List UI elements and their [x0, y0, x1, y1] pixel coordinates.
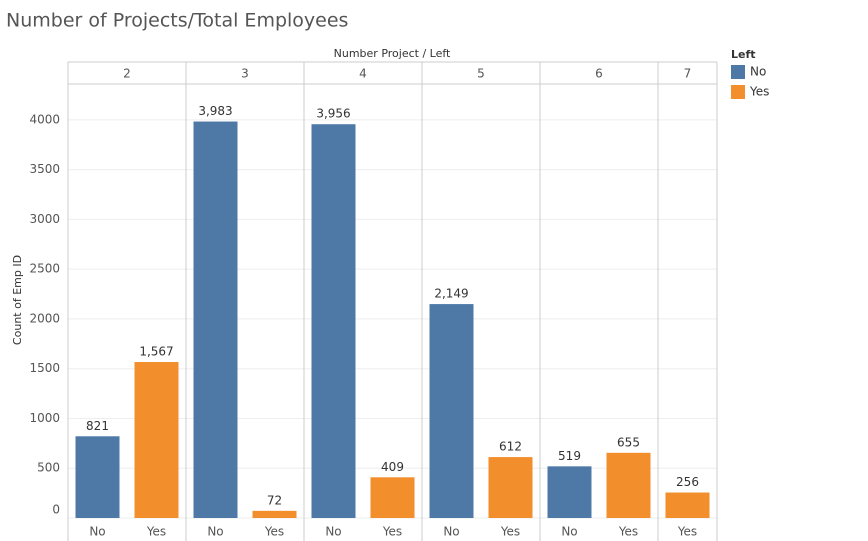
data-label: 519: [558, 449, 581, 463]
group-label: 3: [241, 67, 249, 81]
x-tick-label: Yes: [500, 525, 520, 539]
bar: [606, 452, 651, 518]
bar: [252, 510, 297, 518]
bar: [429, 304, 474, 518]
bar: [134, 362, 179, 518]
column-header: Number Project / Left: [334, 47, 451, 60]
y-tick-label: 3000: [29, 212, 60, 226]
x-tick-label: Yes: [618, 525, 638, 539]
bar: [370, 477, 415, 518]
legend-label: Yes: [749, 85, 769, 99]
x-tick-label: Yes: [382, 525, 402, 539]
group-label: 7: [684, 67, 692, 81]
data-label: 72: [267, 493, 282, 507]
chart-title: Number of Projects/Total Employees: [6, 10, 348, 32]
data-label: 2,149: [434, 287, 468, 301]
x-tick-label: No: [325, 525, 341, 539]
y-tick-label: 500: [37, 461, 60, 475]
y-tick-label: 4000: [29, 112, 60, 126]
x-tick-label: No: [207, 525, 223, 539]
bar: [488, 457, 533, 518]
legend-swatch: [731, 65, 745, 79]
data-label: 409: [381, 460, 404, 474]
bar: [75, 436, 120, 518]
data-label: 3,956: [316, 107, 350, 121]
group-label: 5: [477, 67, 485, 81]
legend-swatch: [731, 85, 745, 99]
x-tick-label: Yes: [264, 525, 284, 539]
bar: [547, 466, 592, 518]
data-label: 1,567: [139, 345, 173, 359]
x-tick-label: No: [89, 525, 105, 539]
legend-title: Left: [731, 48, 756, 61]
bar: [311, 124, 356, 519]
legend-label: No: [750, 65, 766, 79]
data-label: 3,983: [198, 104, 232, 118]
y-tick-label: 2000: [29, 311, 60, 325]
group-label: 2: [123, 67, 131, 81]
x-tick-label: No: [561, 525, 577, 539]
bar: [665, 492, 710, 518]
data-label: 821: [86, 419, 109, 433]
x-tick-label: No: [443, 525, 459, 539]
group-label: 6: [595, 67, 603, 81]
data-label: 612: [499, 440, 522, 454]
y-tick-label: 2500: [29, 262, 60, 276]
y-tick-label: 3500: [29, 162, 60, 176]
x-tick-label: Yes: [677, 525, 697, 539]
data-label: 256: [676, 475, 699, 489]
group-label: 4: [359, 67, 367, 81]
data-label: 655: [617, 435, 640, 449]
y-tick-label: 1000: [29, 411, 60, 425]
x-tick-label: Yes: [146, 525, 166, 539]
y-tick-label: 1500: [29, 361, 60, 375]
y-axis-label: Count of Emp ID: [11, 255, 24, 345]
y-tick-label: 0: [52, 503, 60, 517]
bar: [193, 121, 238, 518]
